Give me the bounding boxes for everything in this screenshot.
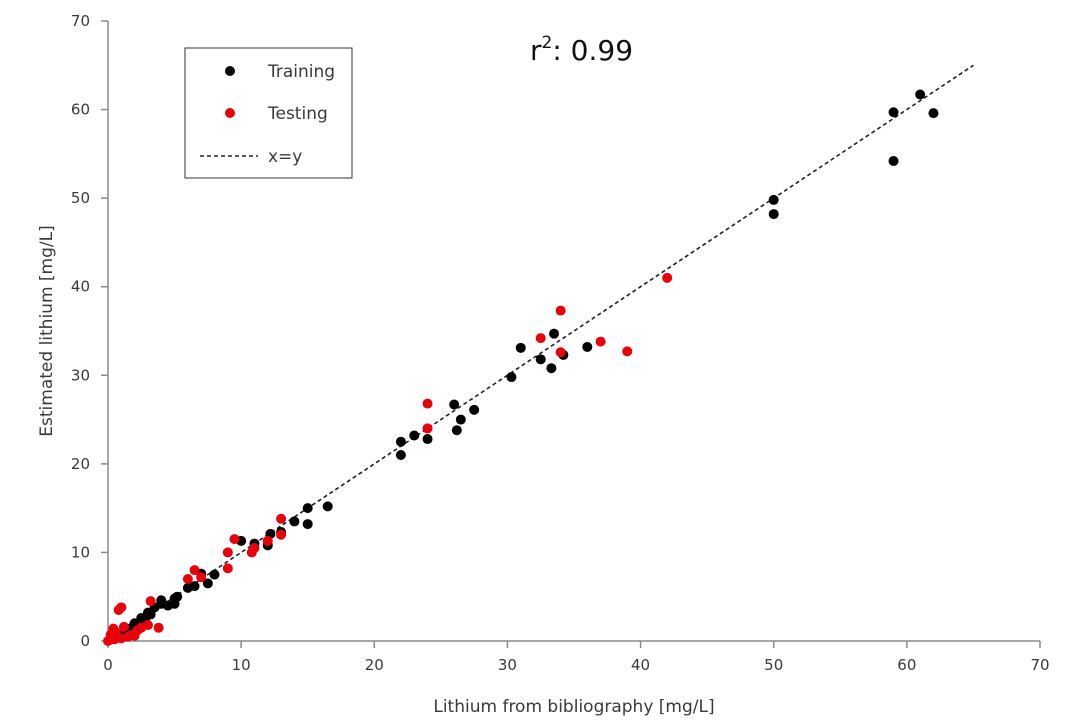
training-point: [546, 363, 557, 374]
training-point: [395, 436, 406, 447]
series-testing: [103, 272, 673, 646]
legend-box: [184, 47, 353, 179]
training-point: [422, 434, 433, 445]
testing-point: [276, 529, 287, 540]
training-point: [322, 501, 333, 512]
legend-label-training: Training: [267, 62, 335, 82]
testing-point: [276, 513, 287, 524]
training-point: [451, 425, 462, 436]
training-point: [928, 108, 939, 119]
r-squared-annotation: r2: 0.99: [530, 33, 633, 67]
r-squared-label: r: [530, 34, 542, 67]
training-point: [449, 399, 460, 410]
x-tick-label: 40: [631, 656, 650, 674]
testing-point: [182, 574, 193, 584]
testing-point: [262, 535, 273, 546]
legend-marker-training: [225, 66, 235, 76]
legend: Training Testing x=y: [184, 47, 353, 179]
training-point: [888, 107, 899, 118]
testing-point: [116, 602, 127, 613]
y-axis-title: Estimated lithium [mg/L]: [37, 225, 57, 436]
legend-marker-testing: [225, 108, 235, 118]
training-point: [302, 519, 313, 530]
y-tick-label: 70: [71, 12, 90, 30]
y-axis-ticks: 0 10 20 30 40 50 60 70: [71, 12, 108, 650]
testing-point: [222, 563, 233, 574]
r-squared-value: : 0.99: [552, 34, 633, 67]
training-point: [409, 430, 420, 441]
training-point: [202, 578, 213, 589]
legend-label-x-equals-y: x=y: [268, 147, 302, 167]
y-tick-label: 10: [71, 543, 90, 561]
testing-point: [222, 547, 233, 558]
training-point: [915, 89, 926, 100]
testing-point: [422, 398, 433, 409]
training-point: [455, 414, 466, 425]
training-point: [535, 354, 546, 365]
training-point: [395, 450, 406, 460]
y-tick-label: 50: [71, 189, 90, 207]
testing-point: [555, 305, 566, 316]
training-point: [469, 404, 480, 415]
r-squared-exponent: 2: [542, 33, 553, 53]
training-point: [888, 155, 899, 166]
training-point: [582, 341, 593, 352]
training-point: [506, 372, 517, 383]
training-point: [156, 595, 167, 606]
training-point: [302, 503, 313, 514]
x-tick-label: 70: [1030, 656, 1049, 674]
x-tick-label: 0: [103, 656, 113, 674]
training-point: [172, 591, 183, 602]
y-tick-label: 40: [71, 278, 90, 296]
x-axis-ticks: 0 10 20 30 40 50 60 70: [103, 641, 1050, 674]
testing-point: [422, 423, 433, 434]
testing-point: [142, 620, 153, 631]
y-tick-label: 60: [71, 101, 90, 119]
testing-point: [555, 347, 566, 358]
training-point: [549, 328, 560, 339]
training-point: [768, 194, 779, 205]
testing-point: [189, 565, 200, 576]
training-point: [209, 569, 220, 580]
x-tick-label: 60: [897, 656, 916, 674]
x-tick-label: 30: [498, 656, 517, 674]
testing-point: [662, 272, 673, 283]
testing-point: [622, 346, 633, 357]
testing-point: [535, 333, 546, 344]
testing-point: [229, 534, 240, 545]
testing-point: [595, 336, 606, 347]
training-point: [189, 581, 200, 592]
x-tick-label: 10: [232, 656, 251, 674]
testing-point: [249, 543, 260, 553]
y-tick-label: 20: [71, 455, 90, 473]
training-point: [768, 209, 779, 220]
testing-point: [153, 622, 164, 633]
x-axis-title: Lithium from bibliography [mg/L]: [433, 697, 714, 717]
reference-line-x-equals-y: [107, 64, 974, 642]
legend-label-testing: Testing: [267, 104, 328, 124]
x-tick-label: 50: [764, 656, 783, 674]
x-tick-label: 20: [365, 656, 384, 674]
y-tick-label: 0: [80, 632, 90, 650]
testing-point: [145, 596, 156, 607]
testing-point: [118, 621, 129, 632]
training-point: [289, 516, 300, 527]
testing-point: [196, 572, 207, 583]
y-tick-label: 30: [71, 366, 90, 384]
training-point: [515, 342, 526, 353]
